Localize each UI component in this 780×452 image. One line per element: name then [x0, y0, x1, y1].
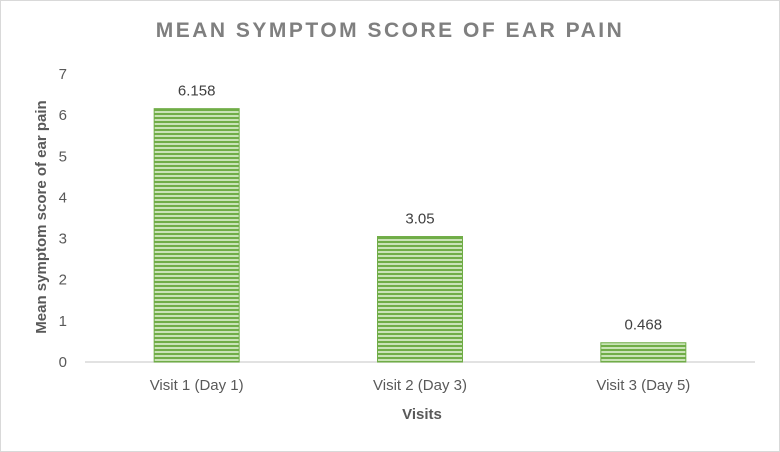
y-tick-label: 0: [59, 354, 67, 371]
y-tick-label: 1: [59, 313, 67, 330]
bar: [153, 108, 240, 363]
y-axis-title: Mean symptom score of ear pain: [33, 100, 50, 333]
y-tick-label: 2: [59, 272, 67, 289]
x-tick-label: Visit 2 (Day 3): [373, 377, 467, 394]
bar-data-label: 0.468: [625, 317, 663, 334]
data-labels: 6.158 3.05 0.468: [178, 83, 662, 334]
bar: [377, 236, 463, 363]
bar-data-label: 3.05: [405, 211, 434, 228]
chart-title: MEAN SYMPTOM SCORE OF EAR PAIN: [155, 19, 625, 42]
bar: [600, 342, 687, 363]
x-axis-ticks: Visit 1 (Day 1) Visit 2 (Day 3) Visit 3 (D…: [150, 377, 691, 394]
x-tick-label: Visit 1 (Day 1): [150, 377, 244, 394]
y-axis-ticks: 0 1 2 3 4 5 6 7: [59, 66, 67, 371]
y-tick-label: 4: [59, 189, 67, 206]
y-tick-label: 6: [59, 107, 67, 124]
y-tick-label: 5: [59, 148, 67, 165]
x-axis-title: Visits: [402, 406, 442, 423]
x-tick-label: Visit 3 (Day 5): [596, 377, 690, 394]
y-tick-label: 7: [59, 66, 67, 83]
bars: [153, 108, 687, 363]
bar-data-label: 6.158: [178, 83, 216, 100]
y-tick-label: 3: [59, 231, 67, 248]
